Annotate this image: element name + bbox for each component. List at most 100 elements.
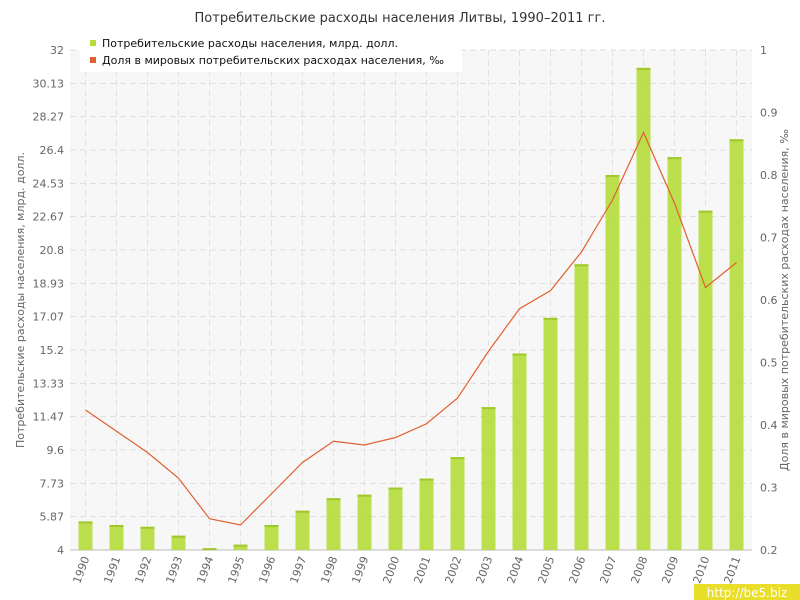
y2-tick-label: 1: [760, 44, 767, 57]
x-tick-label: 2000: [381, 555, 403, 586]
x-tick-label: 1991: [102, 555, 124, 586]
bar-top: [388, 487, 403, 490]
x-tick-label: 2005: [536, 555, 558, 586]
bar-top: [698, 210, 713, 213]
y-tick-label: 11.47: [33, 411, 65, 424]
y-tick-label: 13.33: [33, 377, 65, 390]
bar: [574, 264, 589, 550]
y2-tick-label: 0.5: [760, 357, 778, 370]
bar-top: [78, 521, 93, 524]
y-tick-label: 30.13: [33, 77, 65, 90]
y2-tick-label: 0.2: [760, 544, 778, 557]
bar-top: [512, 353, 527, 356]
x-tick-label: 2007: [598, 555, 620, 586]
bar: [419, 478, 434, 550]
x-tick-label: 1998: [319, 555, 341, 586]
bar: [481, 407, 496, 550]
x-tick-label: 1997: [288, 555, 310, 586]
x-tick-label: 1993: [164, 555, 186, 586]
y-tick-label: 32: [50, 44, 64, 57]
legend-swatch-line: [90, 57, 96, 63]
bar-top: [729, 139, 744, 142]
bar: [109, 525, 124, 550]
y-tick-label: 15.2: [40, 344, 65, 357]
x-tick-label: 1999: [350, 555, 372, 586]
y-tick-label: 4: [57, 544, 64, 557]
bar-top: [202, 548, 217, 551]
x-tick-label: 2002: [443, 555, 465, 586]
bar-top: [295, 510, 310, 513]
bar: [636, 67, 651, 550]
y-tick-label: 28.27: [33, 111, 65, 124]
x-tick-label: 2003: [474, 555, 496, 586]
legend-box: [80, 36, 462, 72]
bar: [233, 544, 248, 550]
x-tick-label: 2001: [412, 555, 434, 586]
bar: [295, 510, 310, 550]
y2-tick-label: 0.9: [760, 107, 778, 120]
bar-top: [667, 157, 682, 160]
x-tick-label: 1995: [226, 555, 248, 586]
bar: [698, 210, 713, 550]
watermark-box: [694, 584, 800, 600]
y-tick-label: 9.6: [47, 444, 65, 457]
y2-axis-label: Доля в мировых потребительских расходах …: [778, 129, 791, 471]
bar-top: [543, 317, 558, 320]
bar-top: [450, 457, 465, 460]
y-tick-label: 26.4: [40, 144, 65, 157]
y2-tick-label: 0.8: [760, 169, 778, 182]
bar-top: [264, 525, 279, 527]
legend: Потребительские расходы населения, млрд.…: [80, 36, 462, 72]
bar: [171, 535, 186, 550]
bar-top: [636, 67, 651, 70]
bar: [264, 525, 279, 550]
line-series: [85, 131, 737, 526]
bar: [140, 526, 155, 550]
bar-top: [481, 407, 496, 410]
legend-label-bars: Потребительские расходы населения, млрд.…: [102, 37, 398, 50]
x-axis-ticks: 1990 1991 1992 1993 1994 1995 1996 1997 1998 1999…: [71, 555, 744, 586]
bar: [512, 353, 527, 550]
bar-top: [171, 535, 186, 538]
y-tick-label: 17.07: [33, 311, 65, 324]
y2-tick-label: 0.6: [760, 294, 778, 307]
bar-top: [574, 264, 589, 267]
x-tick-label: 2008: [629, 555, 651, 586]
y-axis-label: Потребительские расходы населения, млрд.…: [14, 152, 27, 448]
watermark: http://be5.biz: [694, 584, 800, 600]
x-tick-label: 2010: [691, 555, 713, 586]
bar-top: [109, 525, 124, 527]
legend-label-line: Доля в мировых потребительских расходах …: [102, 54, 444, 67]
x-tick-label: 1990: [71, 555, 93, 586]
x-tick-label: 1992: [133, 555, 155, 586]
bar: [543, 317, 558, 550]
y-tick-label: 7.73: [40, 477, 65, 490]
x-tick-label: 2006: [567, 555, 589, 586]
bar: [667, 157, 682, 550]
x-tick-label: 1994: [195, 555, 217, 586]
y-tick-label: 22.67: [33, 211, 65, 224]
bar-top: [357, 494, 372, 497]
bar: [388, 487, 403, 550]
y-tick-label: 5.87: [40, 511, 65, 524]
watermark-text: http://be5.biz: [707, 586, 787, 600]
x-tick-label: 2009: [660, 555, 682, 586]
y-tick-label: 20.8: [40, 244, 65, 257]
bar-top: [419, 478, 434, 481]
bar-top: [233, 544, 248, 547]
y-tick-label: 18.93: [33, 277, 65, 290]
bar: [357, 494, 372, 550]
bar-series: [78, 67, 744, 551]
right-axis-ticks: 0.2 0.3 0.4 0.5 0.6 0.7 0.8 0.9 1: [760, 44, 778, 557]
x-tick-label: 2004: [505, 555, 527, 586]
chart-title: Потребительские расходы населения Литвы,…: [195, 11, 606, 26]
left-axis-ticks: 4 5.87 7.73 9.6 11.47 13.33 15.2 17.07 18.93 20.8…: [33, 44, 65, 557]
x-tick-label: 1996: [257, 555, 279, 586]
series-line: [85, 131, 737, 526]
bar-top: [326, 498, 341, 501]
x-tick-label: 2011: [722, 555, 744, 586]
legend-swatch-bars: [90, 40, 96, 46]
y2-tick-label: 0.3: [760, 482, 778, 495]
bar-top: [605, 175, 620, 177]
